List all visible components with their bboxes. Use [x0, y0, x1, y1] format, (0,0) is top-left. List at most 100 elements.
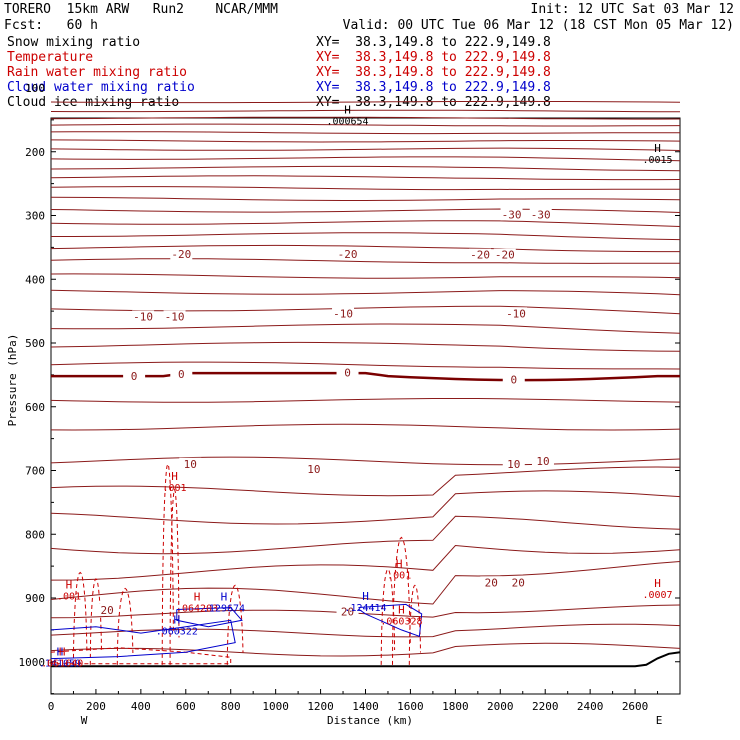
isotherm-label: -20	[338, 248, 358, 261]
isotherm-line	[50, 123, 681, 127]
legend-label: Snow mixing ratio	[7, 35, 141, 50]
legend-xy-range: XY= 38.3,149.8 to 222.9,149.8	[316, 80, 551, 95]
x-tick-label: 1400	[352, 700, 379, 713]
y-axis-title: Pressure (hPa)	[6, 334, 19, 427]
isotherm-label: -10	[333, 307, 353, 320]
extremum-value: .124414	[344, 603, 386, 614]
isotherm-line	[50, 515, 681, 555]
isotherm-line	[50, 642, 681, 657]
cloud-water-contour	[50, 619, 236, 660]
rain-water-contour	[50, 647, 232, 665]
extremum-value: .0007	[642, 590, 672, 601]
label-mask	[336, 605, 359, 618]
rain-water-contour	[392, 536, 411, 665]
legend-xy-range: XY= 38.3,149.8 to 222.9,149.8	[316, 95, 551, 110]
legend-label: Cloud water mixing ratio	[7, 80, 195, 95]
forecast-hour: Fcst: 60 h	[4, 18, 98, 33]
init-time: Init: 12 UTC Sat 03 Mar 12	[530, 2, 735, 17]
y-tick-label: 300	[25, 210, 45, 223]
isotherm-line	[50, 361, 681, 370]
label-mask	[332, 307, 355, 320]
isotherm-line	[50, 273, 681, 279]
isotherm-label: 20	[341, 606, 354, 619]
isotherm-line	[50, 561, 681, 605]
label-mask	[96, 603, 119, 616]
isotherm-label: 0	[178, 368, 185, 381]
label-mask	[170, 248, 193, 261]
cloud-water-contour	[356, 603, 423, 637]
isotherm-line	[50, 116, 681, 120]
label-mask	[505, 307, 528, 320]
extremum-marker: H	[344, 104, 351, 117]
label-mask	[507, 576, 530, 589]
extremum-marker: H	[66, 578, 73, 591]
isotherm-label: 0	[510, 374, 517, 387]
legend-xy-range: XY= 38.3,149.8 to 222.9,149.8	[316, 35, 551, 50]
rain-water-contour	[161, 462, 174, 665]
x-tick-label: 1600	[397, 700, 424, 713]
extremum-value: .064203	[176, 604, 218, 615]
isotherm-line	[50, 208, 681, 213]
rain-water-contour	[89, 578, 102, 665]
isotherm-label: 20	[485, 576, 498, 589]
isotherm-label: -10	[133, 311, 153, 324]
extremum-marker: H	[362, 590, 369, 603]
extremum-marker: H	[194, 591, 201, 604]
isotherm-line	[50, 139, 681, 143]
isotherm-line	[50, 398, 681, 403]
label-mask	[502, 373, 525, 386]
x-tick-label: 2400	[577, 700, 604, 713]
isotherm-label: 10	[307, 463, 320, 476]
terrain-line	[51, 651, 681, 668]
label-mask	[336, 248, 359, 261]
extremum-value: .061640	[41, 658, 83, 669]
isotherm-line	[50, 490, 681, 525]
label-mask	[179, 457, 202, 470]
label-mask	[132, 310, 155, 323]
x-tick-label: 800	[221, 700, 241, 713]
isotherm-line	[50, 423, 681, 431]
x-tick-label: 2000	[487, 700, 514, 713]
isotherm-line	[50, 147, 681, 151]
rain-water-contour	[226, 584, 244, 665]
isotherm-label: -10	[165, 311, 185, 324]
isotherm-line	[50, 323, 681, 334]
rain-water-contour	[408, 584, 421, 665]
extremum-marker: H	[59, 645, 66, 658]
label-mask	[302, 462, 325, 475]
x-tick-label: 600	[176, 700, 196, 713]
extremum-value: .129674	[203, 604, 245, 615]
label-mask	[500, 208, 523, 221]
cloud-water-contour	[176, 607, 243, 628]
isotherm-label: 20	[101, 604, 114, 617]
rain-water-contour	[73, 571, 88, 665]
extremum-marker: H	[57, 645, 64, 658]
x-axis-title: Distance (km)	[327, 714, 413, 727]
extremum-marker: H	[171, 470, 178, 483]
isotherm-line	[50, 289, 681, 296]
isotherm-label: 10	[507, 458, 520, 471]
label-mask	[480, 576, 503, 589]
label-mask	[123, 369, 146, 382]
label-mask	[163, 310, 186, 323]
isotherm-label: 0	[344, 367, 351, 380]
isotherm-line	[50, 165, 681, 172]
valid-time: Valid: 00 UTC Tue 06 Mar 12 (18 CST Mon …	[342, 18, 734, 33]
label-mask	[336, 366, 359, 379]
x-tick-label: 0	[48, 700, 55, 713]
x-tick-label: 2200	[532, 700, 559, 713]
x-tick-label: 200	[86, 700, 106, 713]
x-tick-label: 1800	[442, 700, 469, 713]
isotherm-line	[50, 156, 681, 162]
y-tick-label: 1000	[19, 656, 46, 669]
extremum-marker: H	[221, 591, 228, 604]
isotherm-label: -20	[495, 249, 515, 262]
rain-water-contour	[116, 587, 134, 665]
isotherm-label: -20	[470, 249, 490, 262]
isotherm-line	[50, 258, 680, 264]
east-label: E	[656, 714, 663, 727]
y-tick-label: 800	[25, 528, 45, 541]
isotherm-line	[50, 623, 681, 638]
isotherm-line	[50, 220, 681, 227]
